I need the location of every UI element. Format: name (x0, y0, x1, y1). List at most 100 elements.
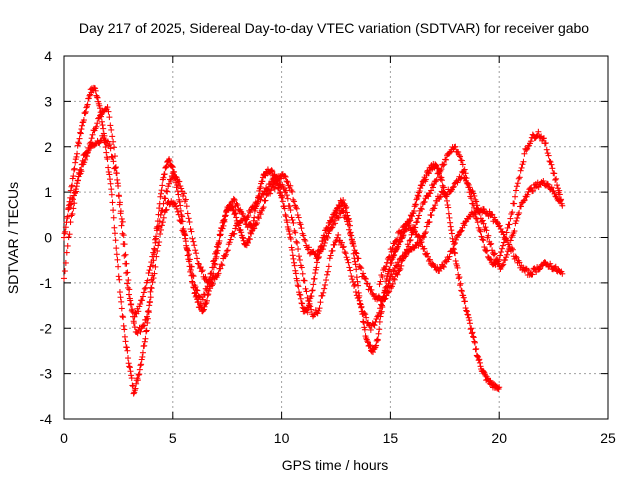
data-point (390, 252, 397, 259)
data-point (100, 125, 107, 132)
data-point (361, 275, 368, 282)
data-point (540, 135, 547, 142)
data-point (131, 313, 138, 320)
data-point (374, 313, 381, 320)
data-point (238, 229, 245, 236)
data-point (180, 190, 187, 197)
data-point (67, 201, 74, 208)
x-tick-label: 20 (491, 430, 507, 446)
data-point (457, 280, 464, 287)
data-point (74, 177, 81, 184)
data-point (114, 180, 121, 187)
data-point (286, 203, 293, 210)
data-point (298, 225, 305, 232)
data-point (72, 186, 79, 193)
data-point (299, 300, 306, 307)
data-point (233, 214, 240, 221)
data-point (151, 245, 158, 252)
data-point (466, 320, 473, 327)
data-point (135, 308, 142, 315)
data-point (185, 247, 192, 254)
data-point (361, 310, 368, 317)
data-point (231, 230, 238, 237)
data-point (509, 209, 516, 216)
data-point (346, 264, 353, 271)
data-point (319, 292, 326, 299)
data-point (141, 338, 148, 345)
data-point (64, 242, 71, 249)
data-point (307, 303, 314, 310)
data-point (245, 239, 252, 246)
data-point (121, 326, 128, 333)
data-point (447, 223, 454, 230)
data-point (377, 278, 384, 285)
data-point (181, 230, 188, 237)
data-point (163, 187, 170, 194)
data-point (358, 303, 365, 310)
data-point (283, 178, 290, 185)
data-point (467, 326, 474, 333)
data-point (514, 215, 521, 222)
data-point (536, 265, 543, 272)
data-point (118, 215, 125, 222)
data-point (478, 233, 485, 240)
y-tick-label: 1 (44, 184, 52, 200)
data-point (155, 223, 162, 230)
data-point (340, 197, 347, 204)
data-point (245, 212, 252, 219)
data-point (415, 193, 422, 200)
data-point (177, 207, 184, 214)
data-point (123, 344, 130, 351)
data-point (339, 207, 346, 214)
data-point (282, 187, 289, 194)
data-point (524, 145, 531, 152)
data-point (198, 300, 205, 307)
data-point (264, 185, 271, 192)
data-point (554, 182, 561, 189)
data-point (463, 307, 470, 314)
data-point (364, 338, 371, 345)
data-point (443, 156, 450, 163)
data-point (295, 283, 302, 290)
data-point (557, 197, 564, 204)
data-point (382, 266, 389, 273)
data-point (62, 224, 69, 231)
data-point (297, 295, 304, 302)
data-point (341, 249, 348, 256)
data-point (487, 256, 494, 263)
data-point (516, 174, 523, 181)
data-point (107, 180, 114, 187)
data-point (293, 205, 300, 212)
data-point (332, 220, 339, 227)
data-point (374, 336, 381, 343)
data-point (548, 184, 555, 191)
data-point (267, 190, 274, 197)
data-point (61, 230, 68, 237)
data-point (112, 164, 119, 171)
data-point (127, 301, 134, 308)
data-point (104, 156, 111, 163)
data-point (124, 347, 131, 354)
data-point (138, 361, 145, 368)
data-point (322, 281, 329, 288)
data-point (149, 279, 156, 286)
data-point (104, 104, 111, 111)
data-point (122, 338, 129, 345)
data-point (267, 180, 274, 187)
data-point (463, 308, 470, 315)
data-point (353, 266, 360, 273)
data-point (394, 271, 401, 278)
data-point (487, 241, 494, 248)
data-point (362, 275, 369, 282)
data-point (259, 178, 266, 185)
data-point (547, 159, 554, 166)
data-point (188, 228, 195, 235)
data-point (240, 210, 247, 217)
data-point (406, 216, 413, 223)
data-point (117, 294, 124, 301)
data-point (535, 128, 542, 135)
data-point (113, 170, 120, 177)
data-point (455, 275, 462, 282)
data-point (300, 232, 307, 239)
data-point (193, 250, 200, 257)
